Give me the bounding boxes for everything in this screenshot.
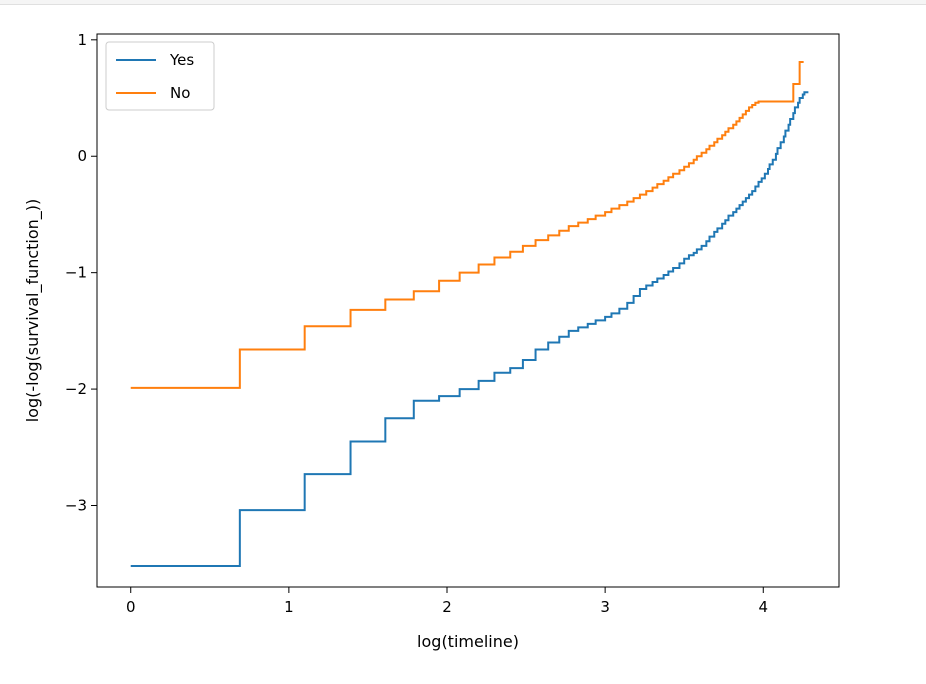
x-tick-label: 4 (758, 598, 768, 616)
x-tick-label: 2 (442, 598, 452, 616)
y-tick-label: −2 (65, 380, 87, 398)
x-axis-label: log(timeline) (417, 632, 519, 651)
series-line-no (130, 60, 804, 389)
x-tick-label: 1 (284, 598, 294, 616)
x-tick-label: 3 (600, 598, 610, 616)
series-line-yes (130, 91, 809, 568)
y-tick-label: 1 (77, 31, 87, 49)
y-axis-ticks: −3 −2 −1 0 1 (65, 31, 97, 515)
legend-label-yes: Yes (169, 51, 194, 69)
y-tick-label: 0 (77, 147, 87, 165)
y-axis-label: log(-log(survival_function_)) (23, 199, 43, 423)
axes-frame (96, 33, 840, 588)
series-layer (130, 60, 809, 568)
y-tick-label: −3 (65, 497, 87, 515)
top-toolbar-strip (0, 0, 926, 5)
y-tick-label: −1 (65, 264, 87, 282)
legend-box (105, 41, 215, 111)
legend: Yes No (105, 41, 215, 111)
figure-background (0, 6, 926, 684)
x-axis-ticks: 0 1 2 3 4 (126, 587, 768, 616)
legend-label-no: No (170, 84, 190, 102)
x-tick-label: 0 (126, 598, 136, 616)
